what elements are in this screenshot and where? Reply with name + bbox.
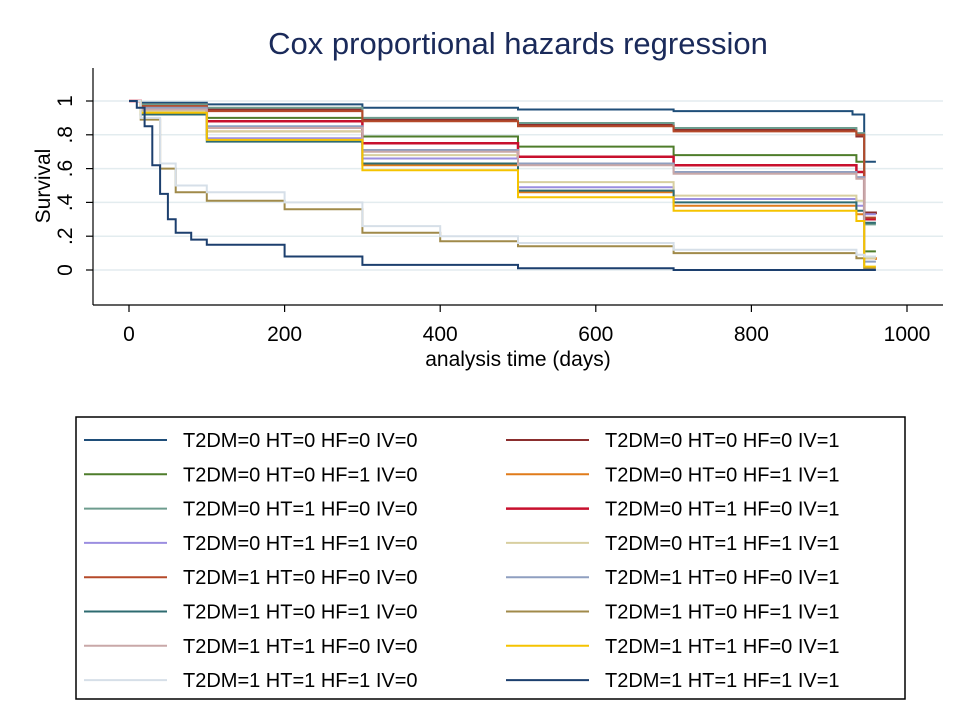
legend-label-14: T2DM=1 HT=1 HF=1 IV=0 [183, 670, 418, 692]
legend-label-15: T2DM=1 HT=1 HF=1 IV=1 [605, 670, 840, 692]
x-tick-label-1: 200 [267, 323, 302, 346]
series-line-15 [129, 100, 876, 271]
series-line-7 [129, 100, 876, 260]
legend-label-9: T2DM=1 HT=0 HF=0 IV=1 [605, 567, 840, 589]
series-line-14 [129, 100, 876, 258]
legend-label-8: T2DM=1 HT=0 HF=0 IV=0 [183, 567, 418, 589]
x-tick-label-0: 0 [123, 323, 135, 346]
y-tick-label-1: .2 [54, 227, 77, 245]
y-tick-label-3: .6 [54, 160, 77, 178]
legend-label-6: T2DM=0 HT=1 HF=1 IV=0 [183, 533, 418, 555]
series-line-0 [129, 100, 876, 163]
y-tick-label-5: 1 [54, 95, 77, 107]
legend-label-5: T2DM=0 HT=1 HF=0 IV=1 [605, 499, 840, 521]
axes: 0 200 400 600 800 1000 0 .2 .4 .6 .8 1 [54, 68, 943, 346]
legend-box [75, 416, 906, 700]
series-line-13 [129, 100, 876, 268]
legend-label-2: T2DM=0 HT=0 HF=1 IV=0 [183, 464, 418, 486]
series-line-9 [129, 100, 876, 263]
x-tick-label-2: 400 [423, 323, 458, 346]
x-tick-label-3: 600 [578, 323, 613, 346]
x-axis-label: analysis time (days) [425, 348, 611, 371]
legend-label-13: T2DM=1 HT=1 HF=0 IV=1 [605, 636, 840, 658]
y-tick-label-0: 0 [54, 264, 77, 276]
legend-label-7: T2DM=0 HT=1 HF=1 IV=1 [605, 533, 840, 555]
x-tick-label-4: 800 [734, 323, 769, 346]
legend-label-11: T2DM=1 HT=0 HF=1 IV=1 [605, 602, 840, 624]
legend-label-12: T2DM=1 HT=1 HF=0 IV=0 [183, 636, 418, 658]
series-lines [129, 99, 877, 271]
y-tick-label-2: .4 [54, 193, 77, 211]
legend-label-1: T2DM=0 HT=0 HF=0 IV=1 [605, 430, 840, 452]
legend-label-3: T2DM=0 HT=0 HF=1 IV=1 [605, 464, 840, 486]
x-tick-label-5: 1000 [884, 323, 931, 346]
y-axis-label: Survival [32, 149, 55, 224]
series-line-8 [129, 100, 876, 219]
legend-label-4: T2DM=0 HT=1 HF=0 IV=0 [183, 499, 418, 521]
legend-label-10: T2DM=1 HT=0 HF=1 IV=0 [183, 602, 418, 624]
series-line-12 [129, 100, 876, 258]
y-tick-label-4: .8 [54, 126, 77, 144]
chart-title: Cox proportional hazards regression [268, 26, 768, 61]
series-line-2 [129, 100, 876, 253]
legend: T2DM=0 HT=0 HF=0 IV=0 T2DM=0 HT=0 HF=0 IV… [84, 430, 840, 692]
legend-label-0: T2DM=0 HT=0 HF=0 IV=0 [183, 430, 418, 452]
